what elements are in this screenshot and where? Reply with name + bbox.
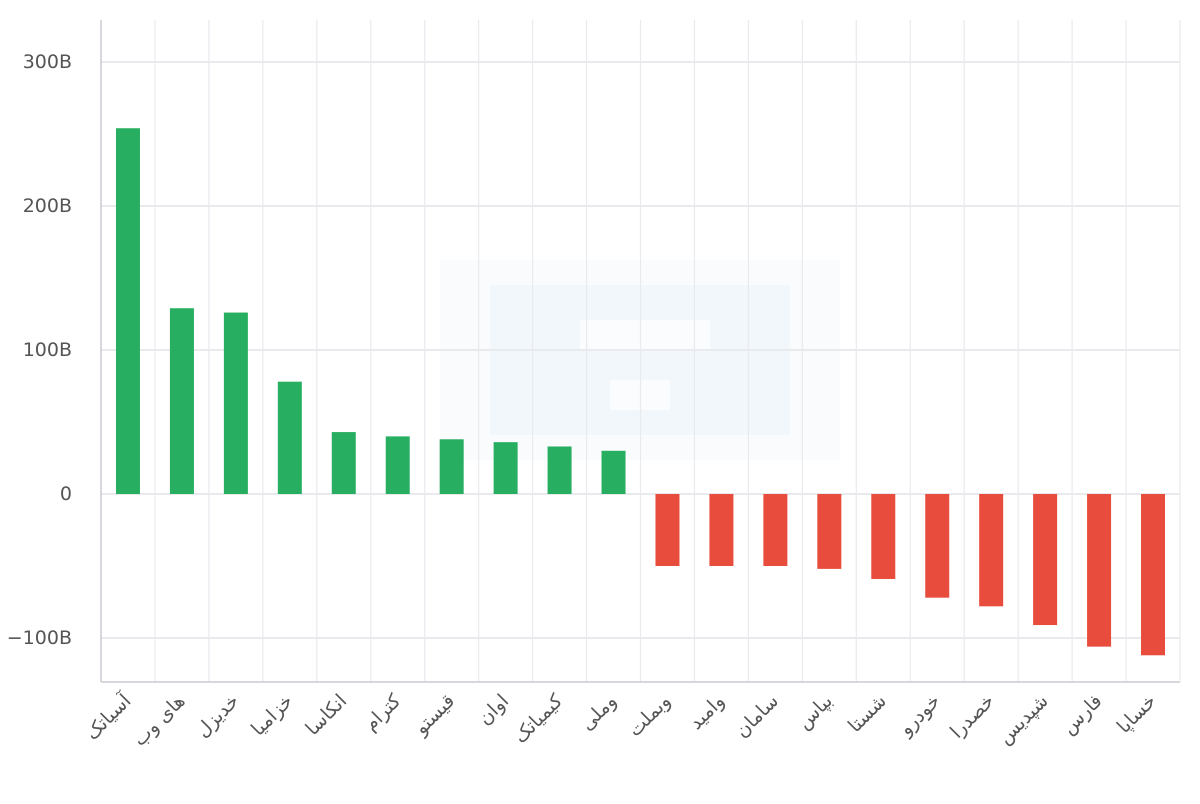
bar (817, 494, 842, 569)
x-tick-label: بپاس (793, 690, 837, 734)
x-tick-label: انکاسا (301, 690, 351, 740)
bar (385, 436, 410, 494)
x-tick-label: شستا (844, 690, 891, 737)
bar (979, 494, 1004, 607)
bar (763, 494, 788, 566)
x-tick-label: قیستو (409, 690, 459, 740)
bar (169, 308, 194, 494)
bar (601, 450, 626, 494)
x-tick-label: خدیزل (192, 690, 244, 742)
x-tick-label: شپدیس (994, 690, 1053, 749)
bar (439, 439, 464, 494)
x-tick-label: خصدرا (946, 690, 999, 743)
bar (871, 494, 896, 579)
x-tick-label: خساپا (1113, 690, 1161, 738)
y-tick-label: 300B (23, 51, 72, 73)
y-tick-label: 100B (23, 339, 72, 361)
x-tick-label: های وب (129, 690, 190, 751)
x-tick-label: وبملت (624, 690, 675, 741)
y-tick-label: 200B (23, 195, 72, 217)
bar (925, 494, 950, 598)
bar (331, 432, 356, 494)
x-tick-label: وامید (685, 690, 729, 734)
bar (1087, 494, 1112, 647)
bar (223, 312, 248, 494)
x-tick-label: سامان (731, 690, 783, 742)
bar (1033, 494, 1058, 626)
bar (709, 494, 734, 566)
bar (277, 381, 302, 494)
x-tick-label: اوان (474, 690, 513, 729)
grid-layer (100, 20, 1181, 683)
bar (547, 446, 572, 494)
x-tick-label: فارس (1058, 690, 1107, 739)
bars-layer (115, 128, 1166, 656)
bar (115, 128, 140, 495)
bar (655, 494, 680, 566)
x-tick-label: خودرو (894, 690, 944, 740)
y-tick-label: −100B (7, 627, 72, 649)
x-tick-label: کترام (360, 689, 406, 735)
y-tick-label: 0 (60, 483, 72, 505)
x-tick-label: وملی (576, 690, 621, 735)
x-tick-label: کیمیاتک (509, 689, 567, 747)
bar (493, 442, 518, 494)
bar (1141, 494, 1166, 656)
x-tick-label: آسیاتک (80, 688, 136, 744)
x-tick-label: خزامیا (247, 690, 297, 740)
